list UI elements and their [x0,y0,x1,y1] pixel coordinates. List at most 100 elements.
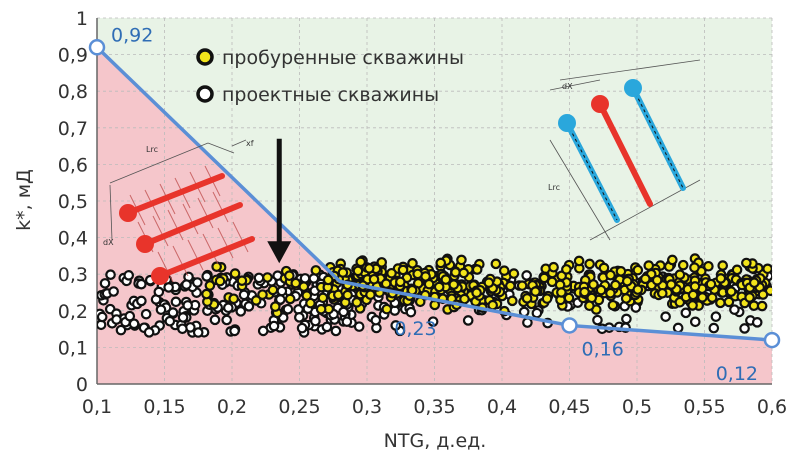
drilled-well-marker [471,287,482,299]
y-tick-label: 0,5 [58,191,88,213]
legend-marker-project [196,85,214,103]
x-tick-label: 0,6 [757,396,787,418]
drilled-well-marker [703,260,714,272]
project-well-marker [221,314,233,326]
drilled-well-marker [505,280,516,292]
drilled-well-marker [229,268,241,279]
drilled-well-marker [584,300,595,312]
project-well-marker [99,278,111,289]
drilled-well-marker [584,258,595,270]
project-well-marker [330,325,342,337]
project-well-marker [164,315,176,327]
x-tick-label: 0,5 [622,396,652,418]
project-well-marker [177,323,188,335]
project-well-marker [739,323,750,334]
project-well-marker [115,324,127,336]
project-well-marker [97,311,108,323]
down-arrow-head [267,241,292,264]
project-well-marker [427,316,439,327]
drilled-well-marker [412,268,423,280]
project-well-marker [405,306,417,318]
project-well-marker [462,315,474,326]
inset-left-well-2 [142,202,243,247]
project-well-marker [209,314,221,326]
drilled-well-marker [556,287,567,298]
inset-left-label-xf: xf [246,139,254,148]
drilled-well-marker [605,269,616,281]
drilled-well-marker [236,275,248,286]
y-tick-label: 0,1 [58,337,88,359]
y-tick-label: 0,4 [58,228,88,250]
drilled-well-marker [337,267,349,278]
inset-right-wellhead-blue-2 [624,79,642,97]
drilled-well-marker [610,279,621,291]
project-well-marker [672,322,684,334]
drilled-well-marker [201,288,212,300]
project-well-marker [136,278,147,290]
drilled-well-marker [423,278,435,290]
project-well-marker [353,321,365,332]
project-well-marker [321,321,333,333]
x-tick-label: 0,2 [217,396,247,418]
drilled-well-marker [530,286,541,297]
project-well-marker [531,307,543,319]
y-tick-label: 0,7 [58,118,88,140]
drilled-well-marker [211,261,222,272]
drilled-well-marker [605,287,616,299]
drilled-well-marker [284,270,295,282]
drilled-well-marker [397,264,409,276]
project-well-marker [181,279,192,290]
drilled-well-marker [448,279,460,290]
drilled-well-marker [521,293,533,304]
axes: 0,1 0,15 0,2 0,25 0,3 0,35 0,4 0,45 0,5 0,55 0,600… [58,8,787,418]
x-axis-title: NTG, д.ед. [384,430,487,452]
inset-left-wellhead-1 [119,204,137,222]
drilled-well-marker [204,280,216,291]
drilled-well-marker [687,300,698,311]
legend: пробуренные скважины проектные скважины [196,47,464,106]
drilled-well-marker [315,303,327,315]
legend-label-project: проектные скважины [222,84,439,106]
drilled-well-marker [748,277,760,289]
drilled-well-marker [674,269,686,280]
drilled-well-marker [270,301,281,312]
drilled-well-marker [548,261,559,273]
inset-right-wells-diagram: dX Lrc [548,59,701,241]
x-tick-label: 0,4 [487,396,517,418]
drilled-well-marker [487,299,499,311]
inset-left-label-dx: dX [103,238,114,247]
drilled-well-marker [459,293,470,305]
drilled-well-marker [317,292,329,304]
project-well-marker [521,270,532,281]
drilled-well-marker [677,259,689,271]
arrow-layer [267,138,292,264]
project-well-marker [143,327,155,338]
y-tick-label: 0,6 [58,154,88,176]
boundary-value-label: 0,16 [582,338,624,360]
inset-right-well-red [597,101,653,207]
drilled-well-marker [621,275,633,287]
project-well-marker [105,269,116,281]
project-well-marker [689,316,701,328]
drilled-well-marker [595,284,607,296]
drilled-well-marker [498,265,510,276]
drilled-well-marker [598,262,610,274]
project-well-marker [680,307,692,319]
project-well-marker [124,310,136,322]
project-well-marker [235,306,247,317]
drilled-well-marker [310,265,322,276]
inset-right-wellhead-red [591,95,609,113]
project-well-marker [710,311,722,322]
project-well-marker [155,304,167,315]
drilled-well-marker [407,258,418,269]
drilled-well-marker [579,286,590,298]
boundary-point [763,331,781,349]
drilled-well-marker [762,263,772,275]
drilled-well-marker [657,287,668,299]
drilled-well-marker [262,272,273,283]
inset-left-well-1 [125,173,225,216]
legend-label-drilled: пробуренные скважины [222,47,464,69]
drilled-well-marker [458,267,470,279]
x-tick-label: 0,45 [548,396,590,418]
project-well-marker [310,315,321,327]
